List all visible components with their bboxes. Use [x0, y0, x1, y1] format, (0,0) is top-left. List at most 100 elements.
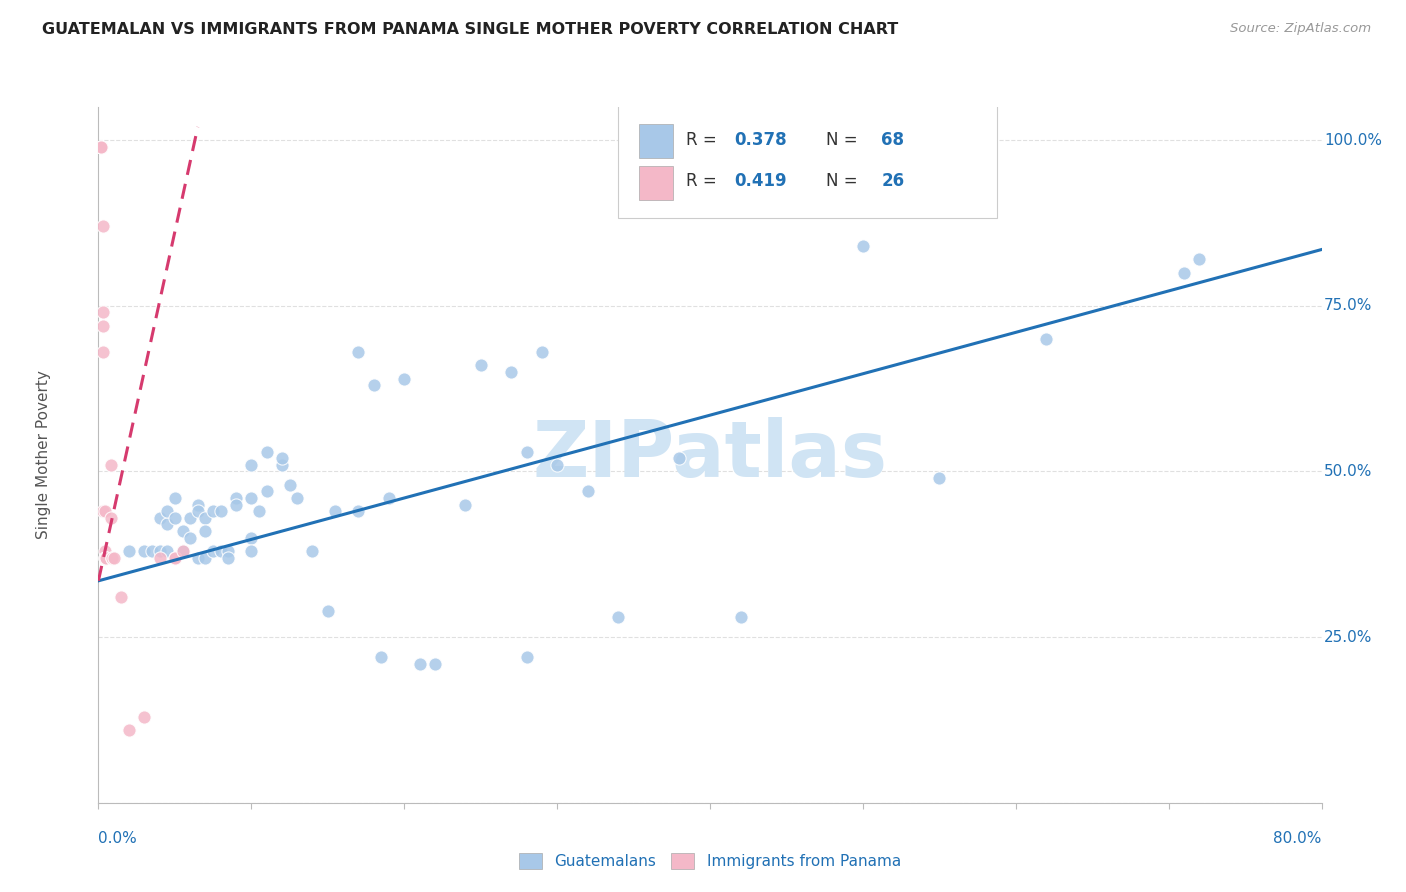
Point	[94, 550, 117, 565]
Point	[149, 550, 172, 565]
Point	[100, 458, 122, 472]
Point	[270, 458, 292, 472]
Point	[225, 491, 247, 505]
Point	[141, 544, 163, 558]
Point	[187, 504, 209, 518]
Point	[179, 531, 201, 545]
Text: 80.0%: 80.0%	[1274, 830, 1322, 846]
Point	[928, 471, 950, 485]
Text: 0.419: 0.419	[734, 172, 787, 191]
Text: 100.0%: 100.0%	[1324, 133, 1382, 148]
Point	[172, 524, 194, 538]
Point	[156, 544, 179, 558]
Point	[149, 511, 172, 525]
Point	[187, 550, 209, 565]
Point	[202, 504, 225, 518]
Point	[516, 650, 538, 665]
Point	[370, 650, 392, 665]
Text: 25.0%: 25.0%	[1324, 630, 1372, 645]
Text: N =: N =	[827, 172, 863, 191]
Point	[172, 544, 194, 558]
Point	[202, 544, 225, 558]
Point	[172, 544, 194, 558]
Text: Source: ZipAtlas.com: Source: ZipAtlas.com	[1230, 22, 1371, 36]
Point	[217, 544, 239, 558]
Text: R =: R =	[686, 131, 721, 149]
Point	[134, 709, 156, 723]
Text: 75.0%: 75.0%	[1324, 298, 1372, 313]
Point	[730, 610, 752, 624]
Point	[118, 544, 141, 558]
Point	[91, 219, 114, 234]
Point	[93, 550, 115, 565]
Point	[325, 504, 347, 518]
Point	[163, 491, 186, 505]
Point	[91, 305, 114, 319]
Point	[91, 318, 114, 333]
Point	[1035, 332, 1057, 346]
Point	[576, 484, 599, 499]
Point	[278, 477, 301, 491]
Point	[94, 550, 117, 565]
Point	[179, 511, 201, 525]
Point	[100, 511, 122, 525]
Point	[93, 504, 115, 518]
Point	[91, 345, 114, 359]
Point	[194, 550, 217, 565]
Text: GUATEMALAN VS IMMIGRANTS FROM PANAMA SINGLE MOTHER POVERTY CORRELATION CHART: GUATEMALAN VS IMMIGRANTS FROM PANAMA SIN…	[42, 22, 898, 37]
Point	[90, 140, 112, 154]
Point	[93, 550, 115, 565]
Text: 50.0%: 50.0%	[1324, 464, 1372, 479]
Point	[347, 504, 370, 518]
Text: 0.378: 0.378	[734, 131, 787, 149]
Point	[852, 239, 875, 253]
Point	[149, 544, 172, 558]
Point	[134, 544, 156, 558]
Point	[256, 444, 278, 458]
Point	[256, 484, 278, 499]
Point	[408, 657, 430, 671]
Point	[668, 451, 690, 466]
Point	[209, 544, 232, 558]
Point	[363, 378, 385, 392]
Point	[285, 491, 308, 505]
Point	[501, 365, 523, 379]
Point	[110, 591, 132, 605]
Text: N =: N =	[827, 131, 863, 149]
Point	[423, 657, 446, 671]
Point	[217, 550, 239, 565]
Point	[93, 544, 115, 558]
Point	[240, 491, 263, 505]
Point	[187, 498, 209, 512]
Point	[90, 140, 112, 154]
Point	[163, 550, 186, 565]
Point	[91, 504, 114, 518]
FancyBboxPatch shape	[619, 103, 997, 219]
Text: 68: 68	[882, 131, 904, 149]
Point	[530, 345, 553, 359]
Point	[103, 550, 125, 565]
Point	[156, 517, 179, 532]
Point	[172, 544, 194, 558]
Text: 26: 26	[882, 172, 904, 191]
Point	[163, 550, 186, 565]
Point	[240, 544, 263, 558]
Point	[194, 524, 217, 538]
Text: ZIPatlas: ZIPatlas	[533, 417, 887, 493]
Legend: Guatemalans, Immigrants from Panama: Guatemalans, Immigrants from Panama	[513, 847, 907, 875]
Point	[607, 610, 630, 624]
Point	[454, 498, 477, 512]
Point	[316, 604, 339, 618]
Point	[194, 511, 217, 525]
Point	[101, 550, 124, 565]
Point	[516, 444, 538, 458]
Point	[392, 372, 416, 386]
Text: Single Mother Poverty: Single Mother Poverty	[37, 370, 51, 540]
Point	[270, 451, 292, 466]
Point	[90, 140, 112, 154]
Point	[101, 550, 124, 565]
Point	[745, 140, 768, 154]
Point	[347, 345, 370, 359]
Text: 0.0%: 0.0%	[98, 830, 138, 846]
Point	[301, 544, 323, 558]
